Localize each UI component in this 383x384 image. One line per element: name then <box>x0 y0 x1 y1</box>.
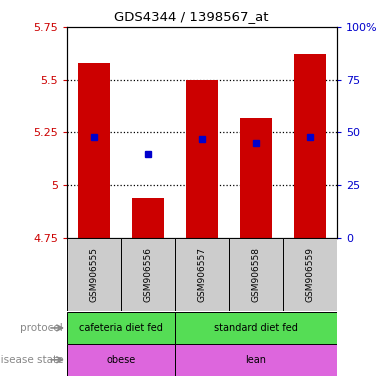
Bar <box>78 63 110 238</box>
Text: standard diet fed: standard diet fed <box>214 323 298 333</box>
Bar <box>229 238 283 311</box>
Bar <box>186 80 218 238</box>
Text: lean: lean <box>246 355 267 365</box>
Bar <box>67 238 121 311</box>
Bar <box>175 344 337 376</box>
Text: disease state: disease state <box>0 355 63 365</box>
Text: GSM906557: GSM906557 <box>198 247 206 302</box>
Text: GSM906556: GSM906556 <box>144 247 152 302</box>
Bar <box>175 312 337 344</box>
Text: GSM906559: GSM906559 <box>306 247 314 302</box>
Text: GDS4344 / 1398567_at: GDS4344 / 1398567_at <box>114 10 269 23</box>
Bar <box>294 55 326 238</box>
Text: obese: obese <box>106 355 136 365</box>
Bar <box>240 118 272 238</box>
Text: protocol: protocol <box>20 323 63 333</box>
Bar <box>121 238 175 311</box>
Text: cafeteria diet fed: cafeteria diet fed <box>79 323 163 333</box>
Bar <box>132 198 164 238</box>
Bar <box>67 312 175 344</box>
Text: GSM906558: GSM906558 <box>252 247 260 302</box>
Bar <box>175 238 229 311</box>
Text: GSM906555: GSM906555 <box>90 247 98 302</box>
Bar <box>283 238 337 311</box>
Bar <box>67 344 175 376</box>
